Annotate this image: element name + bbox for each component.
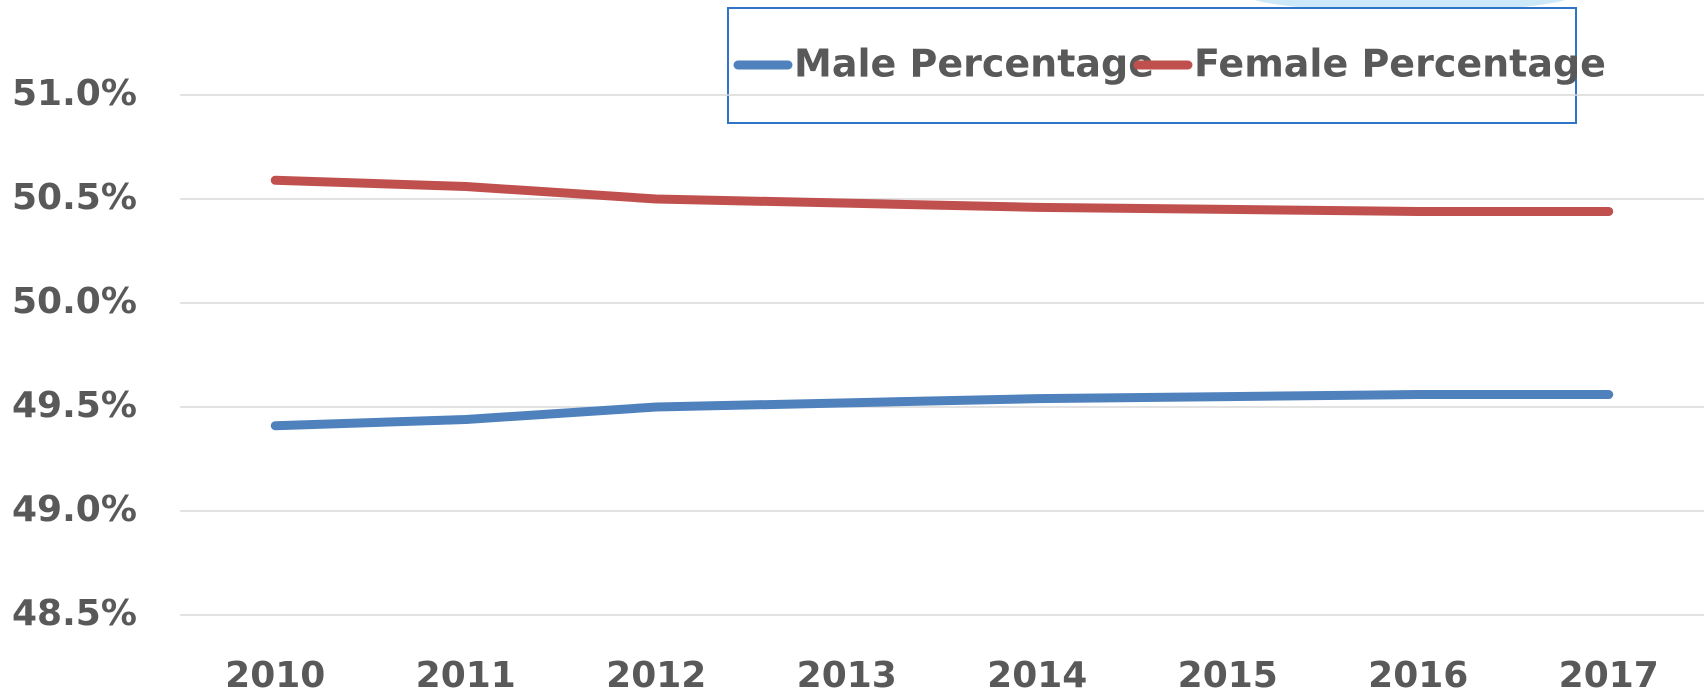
legend-label: Female Percentage — [1194, 42, 1606, 86]
y-tick-label: 50.0% — [12, 281, 137, 322]
y-tick-label: 51.0% — [12, 73, 137, 114]
y-tick-label: 48.5% — [12, 593, 137, 634]
y-tick-label: 49.0% — [12, 489, 137, 530]
line-series — [270, 175, 1614, 216]
legend-label: Male Percentage — [794, 42, 1154, 86]
x-tick-label: 2012 — [606, 655, 706, 696]
x-tick-label: 2016 — [1368, 655, 1468, 696]
x-tick-label: 2017 — [1559, 655, 1659, 696]
x-tick-label: 2013 — [797, 655, 897, 696]
x-tick-label: 2010 — [225, 655, 325, 696]
x-tick-label: 2014 — [987, 655, 1087, 696]
line-series — [270, 390, 1614, 431]
y-tick-label: 50.5% — [12, 177, 137, 218]
x-tick-label: 2011 — [416, 655, 516, 696]
y-tick-label: 49.5% — [12, 385, 137, 426]
x-tick-label: 2015 — [1178, 655, 1278, 696]
